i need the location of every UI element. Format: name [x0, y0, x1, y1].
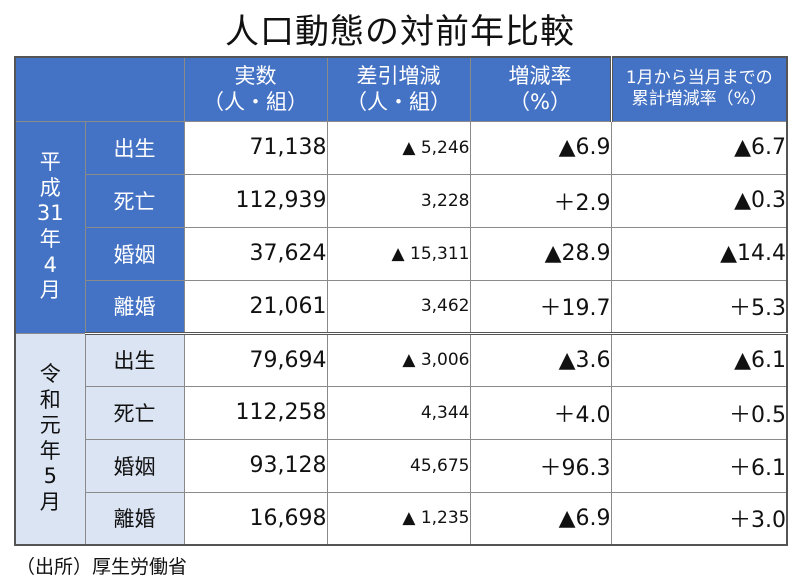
- era-char: 成: [39, 175, 61, 200]
- header-rate: 増減率 （%）: [469, 56, 612, 122]
- era-label-reiwa: 令 和 元 年 5 月: [14, 332, 86, 546]
- actual-value: 37,624: [183, 226, 328, 281]
- cumulative-value: ▲14.4: [610, 226, 788, 281]
- page-title: 人口動態の対前年比較: [225, 12, 575, 52]
- header-diff-label: 差引増減: [356, 64, 441, 88]
- header-cumulative-unit: 累計増減率（%）: [631, 89, 767, 110]
- diff-value: 45,675: [326, 438, 471, 493]
- era-char: 平: [39, 150, 61, 175]
- header-corner: [14, 56, 185, 122]
- actual-value: 112,258: [183, 385, 328, 440]
- rate-value: ▲28.9: [469, 226, 612, 281]
- rate-value: ▲3.6: [469, 332, 612, 387]
- row-label: 婚姻: [84, 226, 185, 281]
- diff-value: ▲ 1,235: [326, 491, 471, 546]
- era-char: 5: [43, 464, 57, 489]
- era-char: 年: [39, 227, 61, 251]
- actual-value: 93,128: [183, 438, 328, 493]
- row-label: 離婚: [84, 279, 185, 335]
- actual-value: 79,694: [183, 332, 328, 387]
- row-label: 離婚: [84, 491, 185, 546]
- row-label: 婚姻: [84, 438, 185, 493]
- rate-value: ＋4.0: [469, 385, 612, 440]
- cumulative-value: ＋5.3: [610, 279, 788, 335]
- header-rate-label: 増減率: [508, 64, 572, 88]
- diff-value: ▲ 3,006: [326, 332, 471, 387]
- rate-value: ＋2.9: [469, 173, 612, 228]
- diff-value: 3,462: [326, 279, 471, 335]
- header-diff: 差引増減 （人・組）: [326, 56, 471, 122]
- comparison-table: 実数 （人・組） 差引増減 （人・組） 増減率 （%） 1月から当月までの 累計…: [14, 56, 788, 546]
- header-actual-label: 実数: [234, 64, 277, 88]
- era-char: 月: [39, 278, 61, 303]
- era-char: 和: [39, 387, 61, 412]
- cumulative-value: ＋6.1: [610, 438, 788, 493]
- era-char: 4: [43, 252, 57, 277]
- row-label: 死亡: [84, 173, 185, 228]
- era-char: 令: [39, 361, 61, 386]
- era-char: 年: [39, 438, 61, 463]
- row-label: 出生: [84, 332, 185, 387]
- rate-value: ＋96.3: [469, 438, 612, 493]
- diff-value: ▲ 15,311: [326, 226, 471, 281]
- diff-value: 4,344: [326, 385, 471, 440]
- rate-value: ▲6.9: [469, 491, 612, 546]
- cumulative-value: ▲6.7: [610, 120, 788, 175]
- diff-value: 3,228: [326, 173, 471, 228]
- cumulative-value: ＋0.5: [610, 385, 788, 440]
- header-actual: 実数 （人・組）: [183, 56, 328, 122]
- actual-value: 71,138: [183, 120, 328, 175]
- era-label-heisei: 平 成 31 年 4 月: [14, 120, 86, 334]
- rate-value: ▲6.9: [469, 120, 612, 175]
- cumulative-value: ▲6.1: [610, 332, 788, 387]
- cumulative-value: ▲0.3: [610, 173, 788, 228]
- row-label: 死亡: [84, 385, 185, 440]
- cumulative-value: ＋3.0: [610, 491, 788, 546]
- header-actual-unit: （人・組）: [203, 90, 308, 115]
- header-cumulative-label: 1月から当月までの: [625, 68, 773, 88]
- actual-value: 21,061: [183, 279, 328, 335]
- header-rate-unit: （%）: [509, 90, 571, 115]
- actual-value: 112,939: [183, 173, 328, 228]
- era-char: 31: [36, 201, 64, 226]
- source-note: （出所）厚生労働省: [16, 556, 188, 578]
- rate-value: ＋19.7: [469, 279, 612, 335]
- row-label: 出生: [84, 120, 185, 175]
- diff-value: ▲ 5,246: [326, 120, 471, 175]
- header-diff-unit: （人・組）: [346, 90, 451, 115]
- era-char: 元: [39, 413, 61, 438]
- actual-value: 16,698: [183, 491, 328, 546]
- header-cumulative: 1月から当月までの 累計増減率（%）: [609, 56, 788, 122]
- era-char: 月: [39, 489, 61, 514]
